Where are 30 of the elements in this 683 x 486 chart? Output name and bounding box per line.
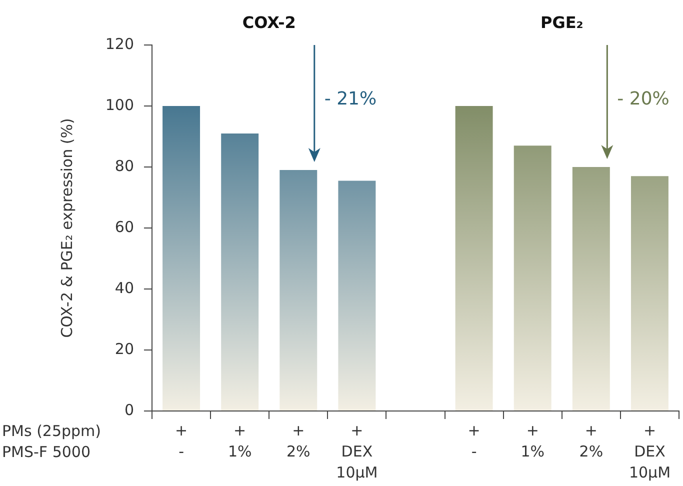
text: COX-2 [242, 13, 296, 32]
y-tick-label: 120 [105, 34, 134, 53]
y-tick-label: 60 [114, 218, 134, 236]
y-axis-title: COX-2 & PGE₂ expression (%) [58, 118, 76, 338]
x-tick-label: + - [174, 421, 188, 460]
x-tick-label: + 1% [228, 421, 252, 460]
x-tick-label: + 2% [579, 421, 604, 460]
bar [455, 106, 493, 410]
bar [338, 180, 376, 410]
bar [630, 176, 668, 410]
x-tick-label: + 2% [286, 421, 310, 460]
x-tick-label: + DEX 10μM [628, 421, 671, 482]
y-tick-label: 0 [124, 400, 134, 419]
y-tick-label: 100 [105, 96, 134, 114]
text: PMs (25ppm) [2, 422, 102, 440]
bar [572, 167, 610, 410]
y-tick-label: 40 [114, 278, 134, 297]
y-tick-label: 20 [114, 340, 134, 358]
bar [280, 170, 318, 410]
text: PGE₂ [540, 13, 584, 32]
annotation: - 21% [324, 88, 377, 110]
x-tick-label: + - [468, 421, 480, 460]
bar [221, 133, 259, 410]
text: PMS-F 5000 [2, 442, 90, 461]
annotation: - 20% [617, 88, 670, 110]
x-tick-label: + 1% [520, 421, 545, 460]
bar [514, 146, 552, 410]
y-tick-label: 80 [114, 156, 134, 175]
x-tick-label: + DEX 10μM [336, 421, 378, 482]
bar [162, 106, 200, 410]
